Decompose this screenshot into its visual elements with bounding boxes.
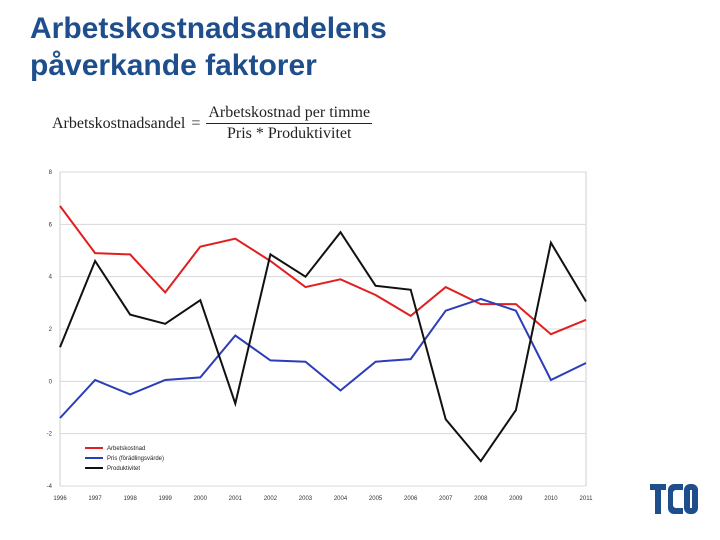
x-tick-label: 2000	[194, 496, 208, 502]
x-tick-label: 2008	[474, 496, 488, 502]
formula: Arbetskostnadsandel = Arbetskostnad per …	[52, 104, 373, 143]
x-tick-label: 2005	[369, 496, 383, 502]
y-tick-label: -4	[47, 484, 53, 490]
x-tick-label: 2007	[439, 496, 453, 502]
legend-label: Arbetskostnad	[107, 446, 145, 452]
title-line-2: påverkande faktorer	[30, 49, 317, 82]
y-tick-label: 8	[49, 170, 53, 176]
x-tick-label: 2009	[509, 496, 523, 502]
x-tick-label: 1996	[53, 496, 67, 502]
series-line-3	[59, 230, 587, 463]
title-line-1: Arbetskostnadsandelens	[30, 12, 387, 45]
y-tick-label: 6	[49, 222, 53, 228]
x-tick-label: 1998	[123, 496, 137, 502]
formula-lhs: Arbetskostnadsandel	[52, 114, 186, 132]
slide-title: Arbetskostnadsandelens påverkande faktor…	[30, 10, 387, 84]
y-tick-label: 4	[49, 275, 53, 281]
tco-logo-icon	[650, 484, 698, 514]
formula-equals: =	[191, 114, 201, 132]
y-tick-label: -2	[47, 432, 53, 438]
x-tick-label: 1997	[88, 496, 102, 502]
x-tick-label: 1999	[159, 496, 173, 502]
series-line-1	[59, 205, 587, 336]
x-tick-label: 2003	[299, 496, 313, 502]
x-tick-label: 2004	[334, 496, 348, 502]
y-tick-label: 2	[49, 327, 53, 333]
y-tick-label: 0	[49, 379, 53, 385]
legend-label: Pris (förädlingsvärde)	[107, 456, 164, 462]
formula-fraction: Arbetskostnad per timme Pris * Produktiv…	[206, 104, 373, 143]
x-tick-label: 2006	[404, 496, 418, 502]
legend-label: Produktivitet	[107, 466, 140, 472]
formula-denominator: Pris * Produktivitet	[226, 125, 352, 142]
x-tick-label: 2001	[229, 496, 243, 502]
formula-numerator: Arbetskostnad per timme	[206, 104, 373, 124]
x-tick-label: 2002	[264, 496, 278, 502]
x-tick-label: 2010	[544, 496, 558, 502]
x-tick-label: 2011	[580, 496, 594, 502]
series-line-2	[59, 297, 587, 419]
